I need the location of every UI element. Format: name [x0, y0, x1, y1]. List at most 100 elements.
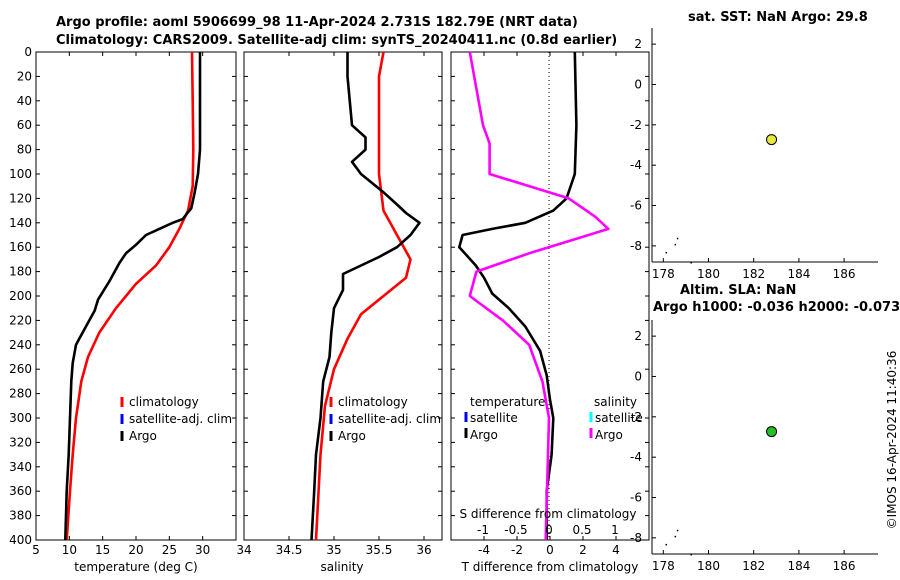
map-x-tick-label: 182: [742, 559, 765, 573]
map-y-tick-label: -6: [630, 199, 642, 213]
depth-tick-label: 380: [9, 509, 32, 523]
legend-sat-label: satellite: [470, 411, 518, 425]
argo-curve: [310, 52, 421, 541]
x-tick-label: -2: [511, 543, 523, 557]
legend-argo-label: Argo: [470, 428, 498, 442]
map-x-tick-label: 178: [652, 559, 675, 573]
legend-argo-label: Argo: [338, 429, 366, 443]
x-tick-label: 0: [546, 543, 554, 557]
map-y-tick-label: -6: [630, 491, 642, 505]
legend-sat-label: satellite-adj. clim: [129, 412, 232, 426]
x-tick-label: 2: [579, 543, 587, 557]
island-dot: [676, 529, 679, 532]
difference-xlabel: T difference from climatology: [461, 560, 639, 574]
island-dot: [674, 535, 677, 538]
depth-tick-label: 260: [9, 362, 32, 376]
imos-credit: ©IMOS 16-Apr-2024 11:40:36: [885, 351, 899, 530]
temperature-axes: [35, 51, 237, 541]
temperature-argo-curve: [457, 51, 578, 540]
map-y-tick-label: 0: [634, 369, 642, 383]
depth-tick-label: 20: [17, 69, 32, 83]
map-x-tick-label: 182: [742, 267, 765, 281]
island-dot: [690, 262, 692, 264]
argo-curve: [64, 52, 202, 541]
legend-sal-sat-label: satellite: [595, 411, 643, 425]
s-tick-label: -0.5: [504, 523, 527, 537]
climatology-curve: [314, 51, 412, 541]
depth-tick-label: 160: [9, 240, 32, 254]
depth-tick-label: 280: [9, 387, 32, 401]
map2-title-line2: Argo h1000: -0.036 h2000: -0.073: [653, 300, 900, 315]
legend-clim-label: climatology: [129, 395, 199, 409]
s-tick-label: -1: [477, 523, 489, 537]
legend-argo-label: Argo: [129, 429, 157, 443]
depth-tick-label: 100: [9, 167, 32, 181]
map-y-tick-label: 2: [634, 329, 642, 343]
island-dot: [665, 251, 668, 254]
map-y-tick-label: -8: [630, 239, 642, 253]
map-x-tick-label: 186: [833, 559, 856, 573]
x-tick-label: 10: [62, 543, 77, 557]
map-y-tick-label: -2: [630, 410, 642, 424]
salinity-argo-curve: [468, 51, 610, 541]
depth-tick-label: 300: [9, 411, 32, 425]
island-dot: [676, 237, 679, 240]
map-y-tick-label: 2: [634, 37, 642, 51]
map-y-tick-label: 0: [634, 77, 642, 91]
map-y-tick-label: -8: [630, 531, 642, 545]
island-dot: [674, 243, 677, 246]
map-x-tick-label: 184: [787, 559, 810, 573]
depth-tick-label: 40: [17, 94, 32, 108]
legend-salinity: climatology satellite-adj. clim Argo: [329, 395, 441, 443]
depth-tick-label: 220: [9, 313, 32, 327]
depth-tick-label: 0: [24, 45, 32, 59]
s-tick-label: 1: [611, 523, 619, 537]
x-tick-label: 30: [195, 543, 210, 557]
s-difference-label: S difference from climatology: [460, 507, 637, 521]
depth-tick-label: 340: [9, 460, 32, 474]
figure-title-line1: Argo profile: aoml 5906699_98 11-Apr-202…: [56, 15, 578, 30]
legend-clim-label: climatology: [338, 395, 408, 409]
island-dot: [665, 543, 668, 546]
map-y-tick-label: -4: [630, 158, 642, 172]
depth-tick-label: 120: [9, 191, 32, 205]
salinity-xlabel: salinity: [320, 560, 363, 574]
legend-sal-header: salinity: [594, 395, 637, 409]
figure-title-line2: Climatology: CARS2009. Satellite-adj cli…: [56, 33, 618, 48]
map-x-tick-label: 178: [652, 267, 675, 281]
map-y-tick-label: -4: [630, 450, 642, 464]
map1-title: sat. SST: NaN Argo: 29.8: [688, 10, 868, 25]
salinity-axes: [243, 51, 443, 541]
legend-temperature: climatology satellite-adj. clim Argo: [120, 395, 232, 443]
x-tick-label: 20: [128, 543, 143, 557]
legend-difference: temperature salinity satellite Argo sate…: [464, 395, 643, 442]
map-x-tick-label: 184: [787, 267, 810, 281]
depth-tick-label: 80: [17, 143, 32, 157]
depth-tick-label: 60: [17, 118, 32, 132]
depth-tick-label: 240: [9, 338, 32, 352]
map-y-tick-label: -2: [630, 118, 642, 132]
legend-sat-label: satellite-adj. clim: [338, 412, 441, 426]
x-tick-label: 5: [32, 543, 40, 557]
depth-tick-label: 400: [9, 533, 32, 547]
depth-tick-label: 320: [9, 435, 32, 449]
x-tick-label: 34: [236, 543, 251, 557]
x-tick-label: -4: [478, 543, 490, 557]
map-x-tick-label: 180: [697, 559, 720, 573]
x-tick-label: 4: [612, 543, 620, 557]
x-tick-label: 15: [95, 543, 110, 557]
depth-tick-label: 360: [9, 484, 32, 498]
sla-map-axes: 2 0 -2 -4 -6 -8 178 180 182 184 186: [630, 320, 878, 573]
temperature-xlabel: temperature (deg C): [74, 560, 197, 574]
depth-tick-label: 200: [9, 289, 32, 303]
legend-sal-argo-label: Argo: [595, 428, 623, 442]
argo-location-marker: [766, 134, 778, 146]
sst-map-axes: 2 0 -2 -4 -6 -8 178 180 182 184 186: [630, 28, 878, 281]
island-dot: [690, 554, 692, 556]
x-tick-label: 35.5: [366, 543, 393, 557]
x-tick-label: 36: [416, 543, 431, 557]
map2-title-line1: Altim. SLA: NaN: [680, 283, 797, 298]
x-tick-label: 25: [162, 543, 177, 557]
climatology-curve: [65, 51, 195, 541]
